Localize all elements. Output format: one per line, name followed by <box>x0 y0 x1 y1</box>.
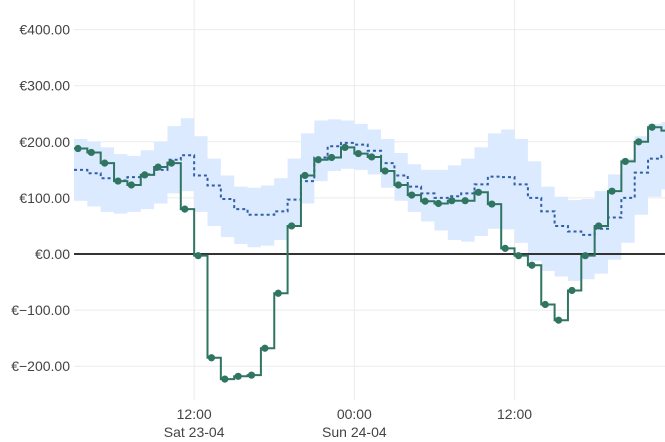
actual-point <box>354 149 362 158</box>
actual-point <box>274 289 282 297</box>
actual-point <box>381 167 389 175</box>
y-tick-label: €−100.00 <box>11 302 70 318</box>
actual-point <box>314 156 322 164</box>
actual-point <box>221 375 229 383</box>
actual-point <box>288 222 296 230</box>
actual-point <box>488 200 496 208</box>
actual-point <box>368 153 376 161</box>
x-tick-label: 12:00 <box>177 406 212 422</box>
actual-point <box>261 344 269 352</box>
actual-point <box>595 222 603 230</box>
actual-point <box>448 197 456 205</box>
actual-point <box>434 199 443 208</box>
y-tick-label: €100.00 <box>19 190 70 206</box>
actual-point <box>234 372 242 380</box>
actual-point <box>101 159 109 167</box>
actual-point <box>247 371 256 379</box>
actual-point <box>581 252 589 260</box>
actual-point <box>328 153 336 162</box>
actual-point <box>608 187 616 195</box>
actual-point <box>501 244 509 252</box>
y-tick-label: €300.00 <box>19 78 70 94</box>
y-tick-label: €400.00 <box>19 22 70 38</box>
x-tick-sublabel: Sat 23-04 <box>164 424 225 440</box>
actual-point <box>194 252 202 260</box>
actual-point <box>408 191 416 199</box>
actual-point <box>154 163 162 171</box>
actual-point <box>555 316 563 324</box>
actual-point <box>461 197 469 205</box>
forecast-line <box>74 141 665 236</box>
actual-point <box>635 138 643 146</box>
actual-point <box>394 181 402 189</box>
x-tick-sublabel: Sun 24-04 <box>322 424 387 440</box>
actual-point <box>648 123 656 131</box>
actual-point <box>341 143 349 152</box>
actual-point <box>207 354 216 362</box>
actual-point <box>528 261 536 269</box>
actual-point <box>181 205 189 213</box>
actual-point <box>167 159 176 167</box>
actual-point <box>421 197 429 205</box>
actual-point <box>87 148 95 157</box>
actual-point <box>474 188 483 196</box>
actual-point <box>621 157 629 166</box>
y-tick-label: €0.00 <box>35 246 70 262</box>
actual-point <box>141 171 149 179</box>
actual-point <box>74 144 82 153</box>
actual-point <box>127 181 135 189</box>
x-tick-label: 00:00 <box>337 406 372 422</box>
actual-point <box>301 171 309 180</box>
y-tick-label: €−200.00 <box>11 358 70 374</box>
x-tick-label: 12:00 <box>497 406 532 422</box>
forecast-band <box>74 118 665 281</box>
actual-point <box>568 286 576 295</box>
actual-point <box>114 177 122 185</box>
actual-point <box>514 252 523 260</box>
y-tick-label: €200.00 <box>19 134 70 150</box>
actual-point <box>541 300 549 309</box>
